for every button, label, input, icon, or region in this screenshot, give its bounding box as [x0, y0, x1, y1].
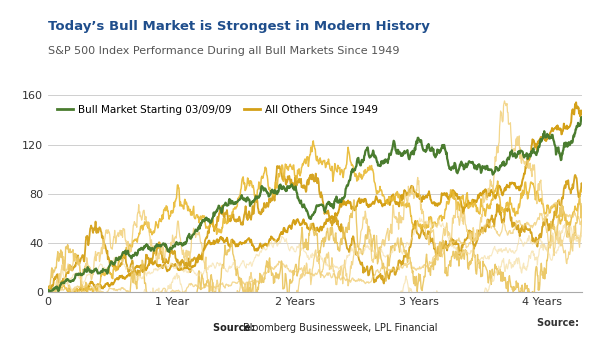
Legend: Bull Market Starting 03/09/09, All Others Since 1949: Bull Market Starting 03/09/09, All Other… — [53, 100, 382, 119]
Text: Source:: Source: — [536, 318, 582, 328]
Text: Today’s Bull Market is Strongest in Modern History: Today’s Bull Market is Strongest in Mode… — [48, 20, 430, 33]
Text: Source:: Source: — [213, 323, 259, 333]
Text: S&P 500 Index Performance During all Bull Markets Since 1949: S&P 500 Index Performance During all Bul… — [48, 46, 400, 56]
Text: Bloomberg Businessweek, LPL Financial: Bloomberg Businessweek, LPL Financial — [243, 323, 437, 333]
